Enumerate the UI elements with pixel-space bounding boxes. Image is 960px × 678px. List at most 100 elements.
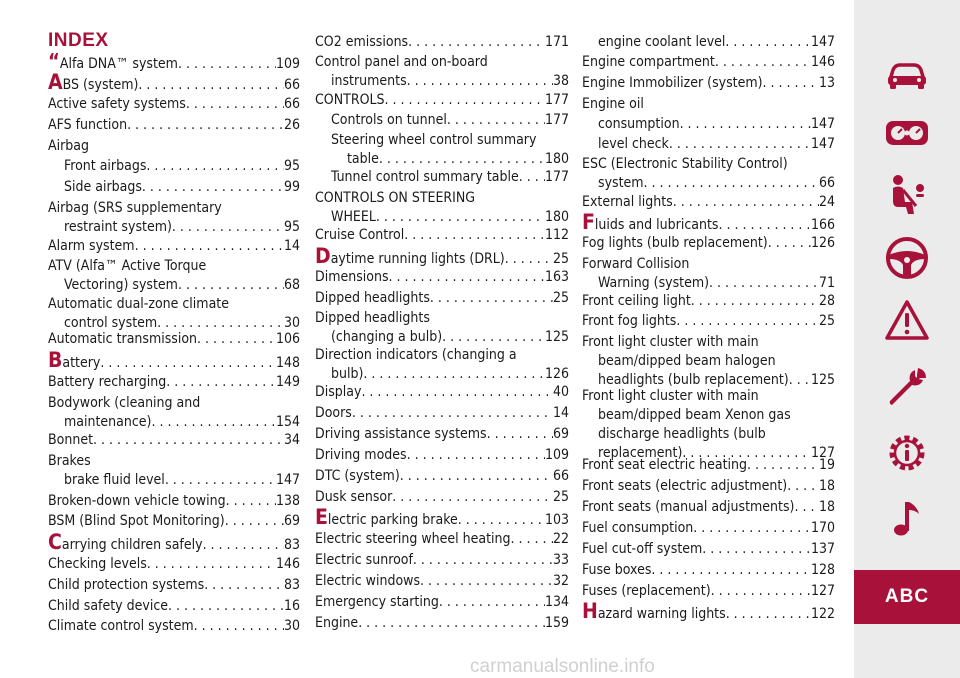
- index-entry[interactable]: Checking levels 146: [48, 555, 300, 574]
- index-entry[interactable]: Broken-down vehicle towing 138: [48, 492, 300, 511]
- index-entry[interactable]: Front light cluster with main beam/dipped…: [582, 387, 835, 463]
- page-number[interactable]: 147: [275, 472, 300, 488]
- index-entry[interactable]: Front seat electric heating 19: [582, 456, 835, 475]
- page-number[interactable]: 34: [283, 432, 300, 448]
- page-number[interactable]: 99: [283, 179, 300, 195]
- wrench-icon[interactable]: [884, 364, 930, 410]
- page-number[interactable]: 154: [275, 414, 300, 430]
- page-number[interactable]: 66: [283, 96, 300, 112]
- page-number[interactable]: 171: [544, 34, 569, 50]
- page-number[interactable]: 30: [283, 618, 300, 634]
- page-number[interactable]: 95: [283, 219, 300, 235]
- index-entry[interactable]: External lights 24: [582, 193, 835, 212]
- page-number[interactable]: 24: [818, 194, 835, 210]
- page-number[interactable]: 69: [552, 426, 569, 442]
- page-number[interactable]: 33: [552, 552, 569, 568]
- page-number[interactable]: 166: [810, 217, 835, 233]
- index-entry[interactable]: CONTROLS ON STEERING WHEEL 180: [315, 189, 569, 227]
- page-number[interactable]: 177: [544, 92, 569, 108]
- index-entry[interactable]: Fuses (replacement) 127: [582, 582, 835, 601]
- page-number[interactable]: 126: [544, 366, 569, 382]
- index-entry[interactable]: Display 40: [315, 383, 569, 402]
- steering-wheel-icon[interactable]: [884, 235, 930, 281]
- index-entry[interactable]: Electric parking brake 103: [315, 507, 569, 530]
- index-entry[interactable]: Front seats (manual adjustments) 18: [582, 498, 835, 517]
- page-number[interactable]: 25: [552, 251, 569, 267]
- index-entry[interactable]: Fuel cut-off system 137: [582, 540, 835, 559]
- index-entry[interactable]: ABS (system) 66: [48, 72, 300, 95]
- index-entry[interactable]: consumption 147: [582, 115, 835, 134]
- page-number[interactable]: 128: [810, 562, 835, 578]
- index-entry[interactable]: Battery 148: [48, 350, 300, 373]
- page-number[interactable]: 25: [818, 313, 835, 329]
- page-number[interactable]: 19: [818, 457, 835, 473]
- index-entry[interactable]: Side airbags 99: [48, 178, 300, 197]
- page-number[interactable]: 14: [552, 405, 569, 421]
- index-entry[interactable]: DTC (system) 66: [315, 467, 569, 486]
- page-number[interactable]: 71: [818, 275, 835, 291]
- warning-triangle-icon[interactable]: [884, 298, 930, 344]
- page-number[interactable]: 112: [544, 227, 569, 243]
- index-entry[interactable]: Engine 159: [315, 614, 569, 633]
- index-entry[interactable]: Dimensions 163: [315, 268, 569, 287]
- music-note-icon[interactable]: [884, 496, 930, 542]
- page-number[interactable]: 16: [283, 598, 300, 614]
- index-entry[interactable]: Front light cluster with main beam/dipped…: [582, 333, 835, 390]
- index-entry[interactable]: Automatic dual-zone climate control syste…: [48, 295, 300, 333]
- index-entry[interactable]: Bonnet 34: [48, 431, 300, 450]
- index-entry[interactable]: Engine Immobilizer (system) 13: [582, 74, 835, 93]
- page-number[interactable]: 18: [818, 499, 835, 515]
- page-number[interactable]: 109: [544, 447, 569, 463]
- page-number[interactable]: 66: [283, 77, 300, 93]
- index-entry[interactable]: Automatic transmission 106: [48, 330, 300, 349]
- page-number[interactable]: 177: [544, 169, 569, 185]
- page-number[interactable]: 30: [283, 315, 300, 331]
- page-number[interactable]: 146: [275, 556, 300, 572]
- index-entry[interactable]: Front seats (electric adjustment) 18: [582, 477, 835, 496]
- page-number[interactable]: 122: [810, 606, 835, 622]
- index-entry[interactable]: Alarm system 14: [48, 237, 300, 256]
- dashboard-gauges-icon[interactable]: [884, 110, 930, 156]
- page-number[interactable]: 14: [283, 238, 300, 254]
- page-number[interactable]: 147: [810, 116, 835, 132]
- index-entry[interactable]: engine coolant level 147: [582, 33, 835, 52]
- index-entry[interactable]: Electric steering wheel heating 22: [315, 530, 569, 549]
- index-entry[interactable]: Direction indicators (changing a bulb) 126: [315, 346, 569, 384]
- page-number[interactable]: 126: [810, 235, 835, 251]
- page-number[interactable]: 13: [818, 75, 835, 91]
- page-number[interactable]: 83: [283, 537, 300, 553]
- page-number[interactable]: 147: [810, 34, 835, 50]
- index-entry[interactable]: Bodywork (cleaning and maintenance) 154: [48, 394, 300, 432]
- page-number[interactable]: 40: [552, 384, 569, 400]
- page-number[interactable]: 180: [544, 209, 569, 225]
- index-entry[interactable]: Driving assistance systems 69: [315, 425, 569, 444]
- index-entry[interactable]: Fog lights (bulb replacement) 126: [582, 234, 835, 253]
- page-number[interactable]: 69: [283, 513, 300, 529]
- index-entry[interactable]: Climate control system 30: [48, 617, 300, 636]
- page-number[interactable]: 146: [810, 54, 835, 70]
- page-number[interactable]: 66: [818, 175, 835, 191]
- page-number[interactable]: 180: [544, 151, 569, 167]
- page-number[interactable]: 134: [544, 594, 569, 610]
- index-entry[interactable]: Driving modes 109: [315, 446, 569, 465]
- index-entry[interactable]: Engine oil: [582, 95, 835, 114]
- index-entry[interactable]: Battery recharging 149: [48, 373, 300, 392]
- index-entry[interactable]: CONTROLS 177: [315, 91, 569, 110]
- page-number[interactable]: 163: [544, 269, 569, 285]
- index-entry[interactable]: Fuse boxes 128: [582, 561, 835, 580]
- page-number[interactable]: 109: [275, 56, 300, 72]
- index-entry[interactable]: BSM (Blind Spot Monitoring) 69: [48, 512, 300, 531]
- index-entry[interactable]: Front airbags 95: [48, 157, 300, 176]
- index-entry[interactable]: Electric windows 32: [315, 572, 569, 591]
- page-number[interactable]: 18: [818, 478, 835, 494]
- index-entry[interactable]: Doors 14: [315, 404, 569, 423]
- page-number[interactable]: 32: [552, 573, 569, 589]
- index-entry[interactable]: Electric sunroof 33: [315, 551, 569, 570]
- page-number[interactable]: 38: [552, 73, 569, 89]
- page-number[interactable]: 25: [552, 489, 569, 505]
- page-number[interactable]: 68: [283, 277, 300, 293]
- page-number[interactable]: 147: [810, 136, 835, 152]
